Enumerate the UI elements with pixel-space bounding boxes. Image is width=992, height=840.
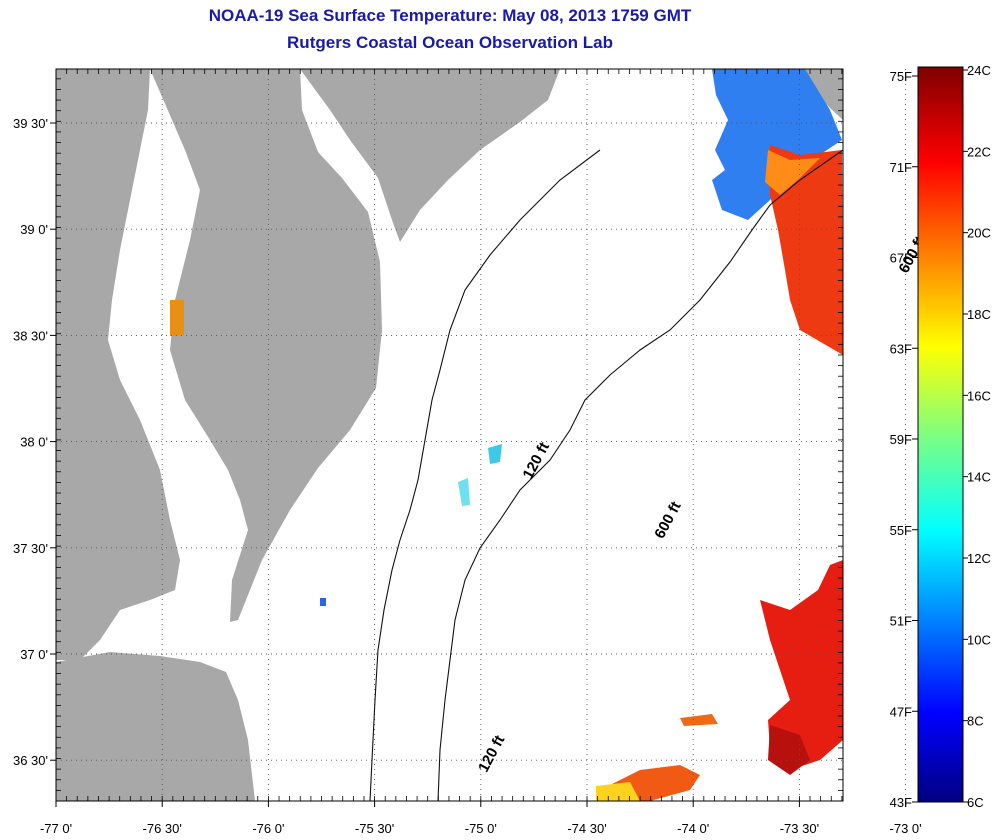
longitude-label: -76 30' xyxy=(143,821,182,836)
longitude-label: -73 30' xyxy=(780,821,819,836)
latitude-label: 36 30' xyxy=(13,753,48,768)
colorbar-f-label: 75F xyxy=(890,69,912,84)
latitude-label: 39 0' xyxy=(20,222,48,237)
bathymetry-contours xyxy=(369,149,843,801)
longitude-label: -77 0' xyxy=(40,821,72,836)
colorbar xyxy=(917,66,964,803)
longitude-label: -75 0' xyxy=(465,821,497,836)
colorbar-c-label: 16C xyxy=(967,388,991,403)
colorbar-fahrenheit-labels: 75F 71F 67F 63F 59F 55F 51F 47F 43F xyxy=(890,69,918,810)
colorbar-f-label: 47F xyxy=(890,704,912,719)
colorbar-c-label: 12C xyxy=(967,551,991,566)
colorbar-c-label: 14C xyxy=(967,470,991,485)
colorbar-f-label: 55F xyxy=(890,523,912,538)
virginia-coast-land xyxy=(56,652,255,801)
map-subtitle: Rutgers Coastal Ocean Observation Lab xyxy=(287,33,613,52)
western-shore-land xyxy=(56,69,180,660)
longitude-labels: -77 0' -76 30' -76 0' -75 30' -75 0' -74 30' -… xyxy=(40,69,922,836)
longitude-label: -74 30' xyxy=(567,821,606,836)
latitude-label: 38 0' xyxy=(20,435,48,450)
colorbar-f-label: 67F xyxy=(890,251,912,266)
colorbar-c-label: 22C xyxy=(967,144,991,159)
longitude-label: -74 0' xyxy=(677,821,709,836)
latitude-label: 38 30' xyxy=(13,328,48,343)
colorbar-c-label: 10C xyxy=(967,632,991,647)
colorbar-f-label: 71F xyxy=(890,160,912,175)
grid-lines xyxy=(56,69,907,801)
longitude-label: -73 0' xyxy=(890,821,922,836)
latitude-label: 37 30' xyxy=(13,541,48,556)
longitude-label: -75 30' xyxy=(355,821,394,836)
colorbar-c-label: 20C xyxy=(967,226,991,241)
colorbar-c-label: 8C xyxy=(967,714,984,729)
colorbar-c-label: 24C xyxy=(967,63,991,78)
colorbar-c-label: 6C xyxy=(967,795,984,810)
latitude-label: 37 0' xyxy=(20,647,48,662)
sst-patches xyxy=(170,69,843,801)
colorbar-celsius-labels: 24C 22C 20C 18C 16C 14C 12C 10C 8C 6C xyxy=(963,63,991,810)
colorbar-c-label: 18C xyxy=(967,307,991,322)
colorbar-f-label: 43F xyxy=(890,795,912,810)
delmarva-peninsula xyxy=(150,69,382,622)
map-title: NOAA-19 Sea Surface Temperature: May 08,… xyxy=(208,6,692,25)
colorbar-f-label: 63F xyxy=(890,341,912,356)
longitude-label: -76 0' xyxy=(252,821,284,836)
latitude-labels: 39 30' 39 0' 38 30' 38 0' 37 30' 37 0' 36 30' xyxy=(13,78,843,802)
new-jersey-land xyxy=(300,69,560,242)
colorbar-f-label: 51F xyxy=(890,614,912,629)
latitude-label: 39 30' xyxy=(13,116,48,131)
map-frame xyxy=(55,68,844,802)
colorbar-f-label: 59F xyxy=(890,432,912,447)
